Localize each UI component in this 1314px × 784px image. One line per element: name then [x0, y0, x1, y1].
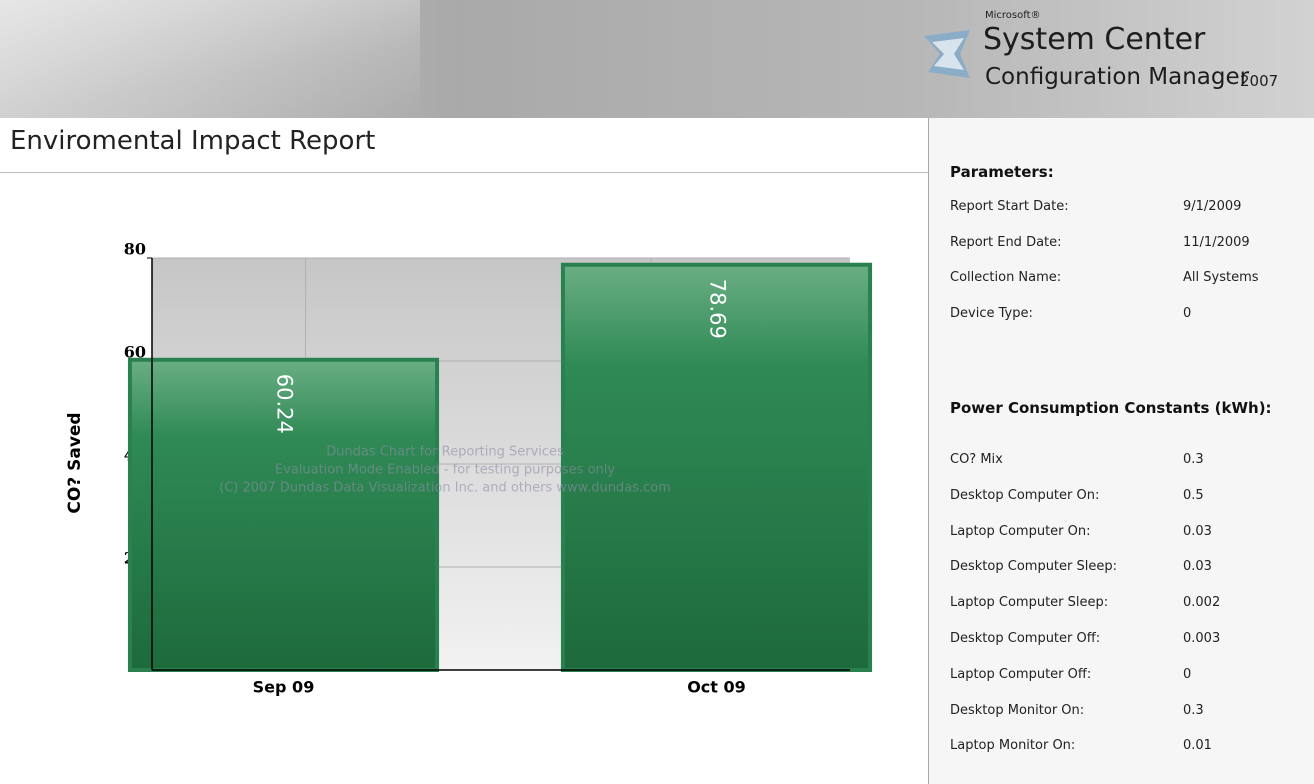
version: 2007: [1240, 72, 1279, 90]
watermark: Evaluation Mode Enabled - for testing pu…: [275, 463, 615, 478]
constant-value: 0.01: [1183, 738, 1212, 754]
parameter-value: 11/1/2009: [1183, 234, 1250, 250]
bar: [127, 357, 440, 672]
constant-value: 0.002: [1183, 595, 1221, 611]
side-panel: [928, 118, 1314, 784]
parameters-heading: Parameters:: [950, 163, 1054, 181]
parameter-label: Report End Date:: [950, 234, 1062, 250]
y-tick-label: 60: [124, 343, 146, 362]
header-swoosh: [0, 0, 420, 118]
product: System Center: [983, 22, 1206, 57]
brand: Microsoft®: [985, 10, 1041, 21]
parameter-label: Collection Name:: [950, 270, 1062, 285]
constants-heading: Power Consumption Constants (kWh):: [950, 399, 1272, 417]
header-banner: Microsoft® System Center Configuration M…: [0, 0, 1314, 118]
logo-icon: [924, 30, 970, 78]
constant-label: Desktop Computer On:: [950, 487, 1100, 503]
y-tick-label: 80: [124, 240, 146, 259]
constant-label: Laptop Computer On:: [950, 523, 1091, 539]
x-tick-label: Sep 09: [253, 678, 315, 697]
x-tick-label: Oct 09: [687, 678, 746, 697]
constant-label: Laptop Monitor On:: [950, 738, 1076, 754]
subproduct: Configuration Manager: [985, 64, 1250, 90]
constant-value: 0.03: [1183, 559, 1212, 575]
constant-value: 0.5: [1183, 487, 1204, 503]
watermark: (C) 2007 Dundas Data Visualization Inc. …: [219, 481, 671, 496]
y-axis-label: CO? Saved: [65, 412, 85, 513]
value-label: 60.24: [273, 374, 297, 434]
title-rule: [0, 172, 928, 173]
report-title: Enviromental Impact Report: [10, 126, 376, 156]
constant-label: Laptop Computer Sleep:: [950, 595, 1109, 611]
constant-label: Laptop Computer Off:: [950, 666, 1092, 682]
constant-value: 0: [1183, 666, 1192, 682]
parameter-value: All Systems: [1183, 270, 1259, 285]
constant-label: CO? Mix: [950, 452, 1003, 467]
constant-value: 0.03: [1183, 523, 1212, 539]
parameter-label: Device Type:: [950, 305, 1033, 321]
constant-label: Desktop Computer Off:: [950, 631, 1101, 646]
constant-value: 0.3: [1183, 702, 1204, 718]
parameter-value: 9/1/2009: [1183, 199, 1242, 214]
constant-value: 0.003: [1183, 631, 1221, 646]
parameter-value: 0: [1183, 305, 1192, 321]
constant-label: Desktop Monitor On:: [950, 702, 1085, 718]
watermark: Dundas Chart for Reporting Services: [326, 445, 564, 460]
bar: [560, 262, 873, 672]
constant-label: Desktop Computer Sleep:: [950, 559, 1117, 575]
parameter-label: Report Start Date:: [950, 199, 1069, 214]
value-label: 78.69: [706, 279, 730, 339]
constant-value: 0.3: [1183, 452, 1204, 467]
